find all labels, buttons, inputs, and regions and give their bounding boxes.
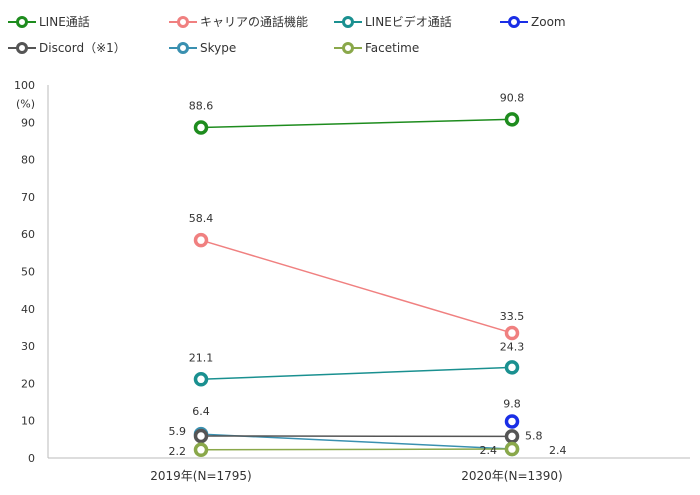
data-label: 33.5 — [500, 310, 525, 323]
y-tick-label: 70 — [21, 191, 35, 204]
data-labels: 88.6 90.8 58.4 33.5 21.1 24.3 9.8 5.9 5.8 6.4 2.4 2… — [169, 91, 567, 457]
series — [196, 430, 518, 441]
legend-item: Skype — [169, 41, 236, 55]
data-point — [507, 362, 518, 373]
y-tick-label: 50 — [21, 266, 35, 279]
data-label: 2.2 — [169, 445, 187, 458]
legend-label: Facetime — [365, 41, 419, 55]
data-label: 90.8 — [500, 91, 525, 104]
data-label: 24.3 — [500, 340, 525, 353]
legend-marker — [344, 18, 353, 27]
y-tick-label: 90 — [21, 116, 35, 129]
series-line — [201, 367, 512, 379]
y-tick-label: 10 — [21, 415, 35, 428]
legend-label: Zoom — [531, 15, 566, 29]
data-label: 2.4 — [480, 444, 498, 457]
legend-marker — [179, 44, 188, 53]
data-label: 21.1 — [189, 351, 214, 364]
x-tick-label: 2020年(N=1390) — [461, 469, 562, 483]
data-label: 88.6 — [189, 100, 214, 113]
legend-label: キャリアの通話機能 — [200, 14, 308, 29]
legend-item: Discord（※1） — [8, 41, 126, 55]
y-tick-label: 60 — [21, 228, 35, 241]
data-point — [196, 430, 207, 441]
data-label: 9.8 — [503, 397, 521, 410]
y-tick-label: 100 — [14, 79, 35, 92]
data-point — [507, 328, 518, 339]
y-tick-label: 40 — [21, 303, 35, 316]
legend-label: LINEビデオ通話 — [365, 14, 452, 29]
y-axis: 0 10 20 30 40 50 60 70 80 90 100 (%) — [14, 79, 48, 465]
series — [196, 362, 518, 385]
series-line — [201, 449, 512, 450]
legend-label: Skype — [200, 41, 236, 55]
data-point — [507, 444, 518, 455]
legend-item: Facetime — [334, 41, 419, 55]
legend-marker — [344, 44, 353, 53]
series-line — [201, 119, 512, 127]
legend: LINE通話 キャリアの通話機能 LINEビデオ通話 Zoom Discord（※1） S… — [8, 14, 566, 55]
data-label: 2.4 — [549, 444, 567, 457]
legend-marker — [18, 44, 27, 53]
data-point — [507, 416, 518, 427]
series — [196, 429, 518, 455]
data-point — [196, 122, 207, 133]
legend-item: キャリアの通話機能 — [169, 14, 308, 29]
legend-marker — [510, 18, 519, 27]
data-point — [196, 235, 207, 246]
series — [196, 444, 518, 456]
data-label: 5.8 — [525, 429, 543, 442]
legend-marker — [18, 18, 27, 27]
series — [196, 235, 518, 339]
data-label: 6.4 — [192, 405, 210, 418]
data-label: 5.9 — [169, 425, 187, 438]
series-group — [196, 114, 518, 455]
legend-item: LINE通話 — [8, 14, 90, 29]
x-tick-label: 2019年(N=1795) — [150, 469, 251, 483]
legend-label: Discord（※1） — [39, 41, 126, 55]
legend-item: LINEビデオ通話 — [334, 14, 452, 29]
y-tick-label: 80 — [21, 154, 35, 167]
legend-label: LINE通話 — [39, 14, 90, 29]
y-tick-label: 30 — [21, 340, 35, 353]
series — [507, 416, 518, 427]
legend-marker — [179, 18, 188, 27]
data-point — [507, 114, 518, 125]
x-axis: 2019年(N=1795) 2020年(N=1390) — [48, 458, 690, 483]
y-tick-label: 0 — [28, 452, 35, 465]
data-label: 58.4 — [189, 212, 214, 225]
data-point — [196, 444, 207, 455]
series-line — [201, 240, 512, 333]
series — [196, 114, 518, 133]
data-point — [196, 374, 207, 385]
legend-item: Zoom — [500, 15, 566, 29]
data-point — [507, 431, 518, 442]
y-tick-label: 20 — [21, 377, 35, 390]
y-unit-label: (%) — [16, 98, 35, 111]
